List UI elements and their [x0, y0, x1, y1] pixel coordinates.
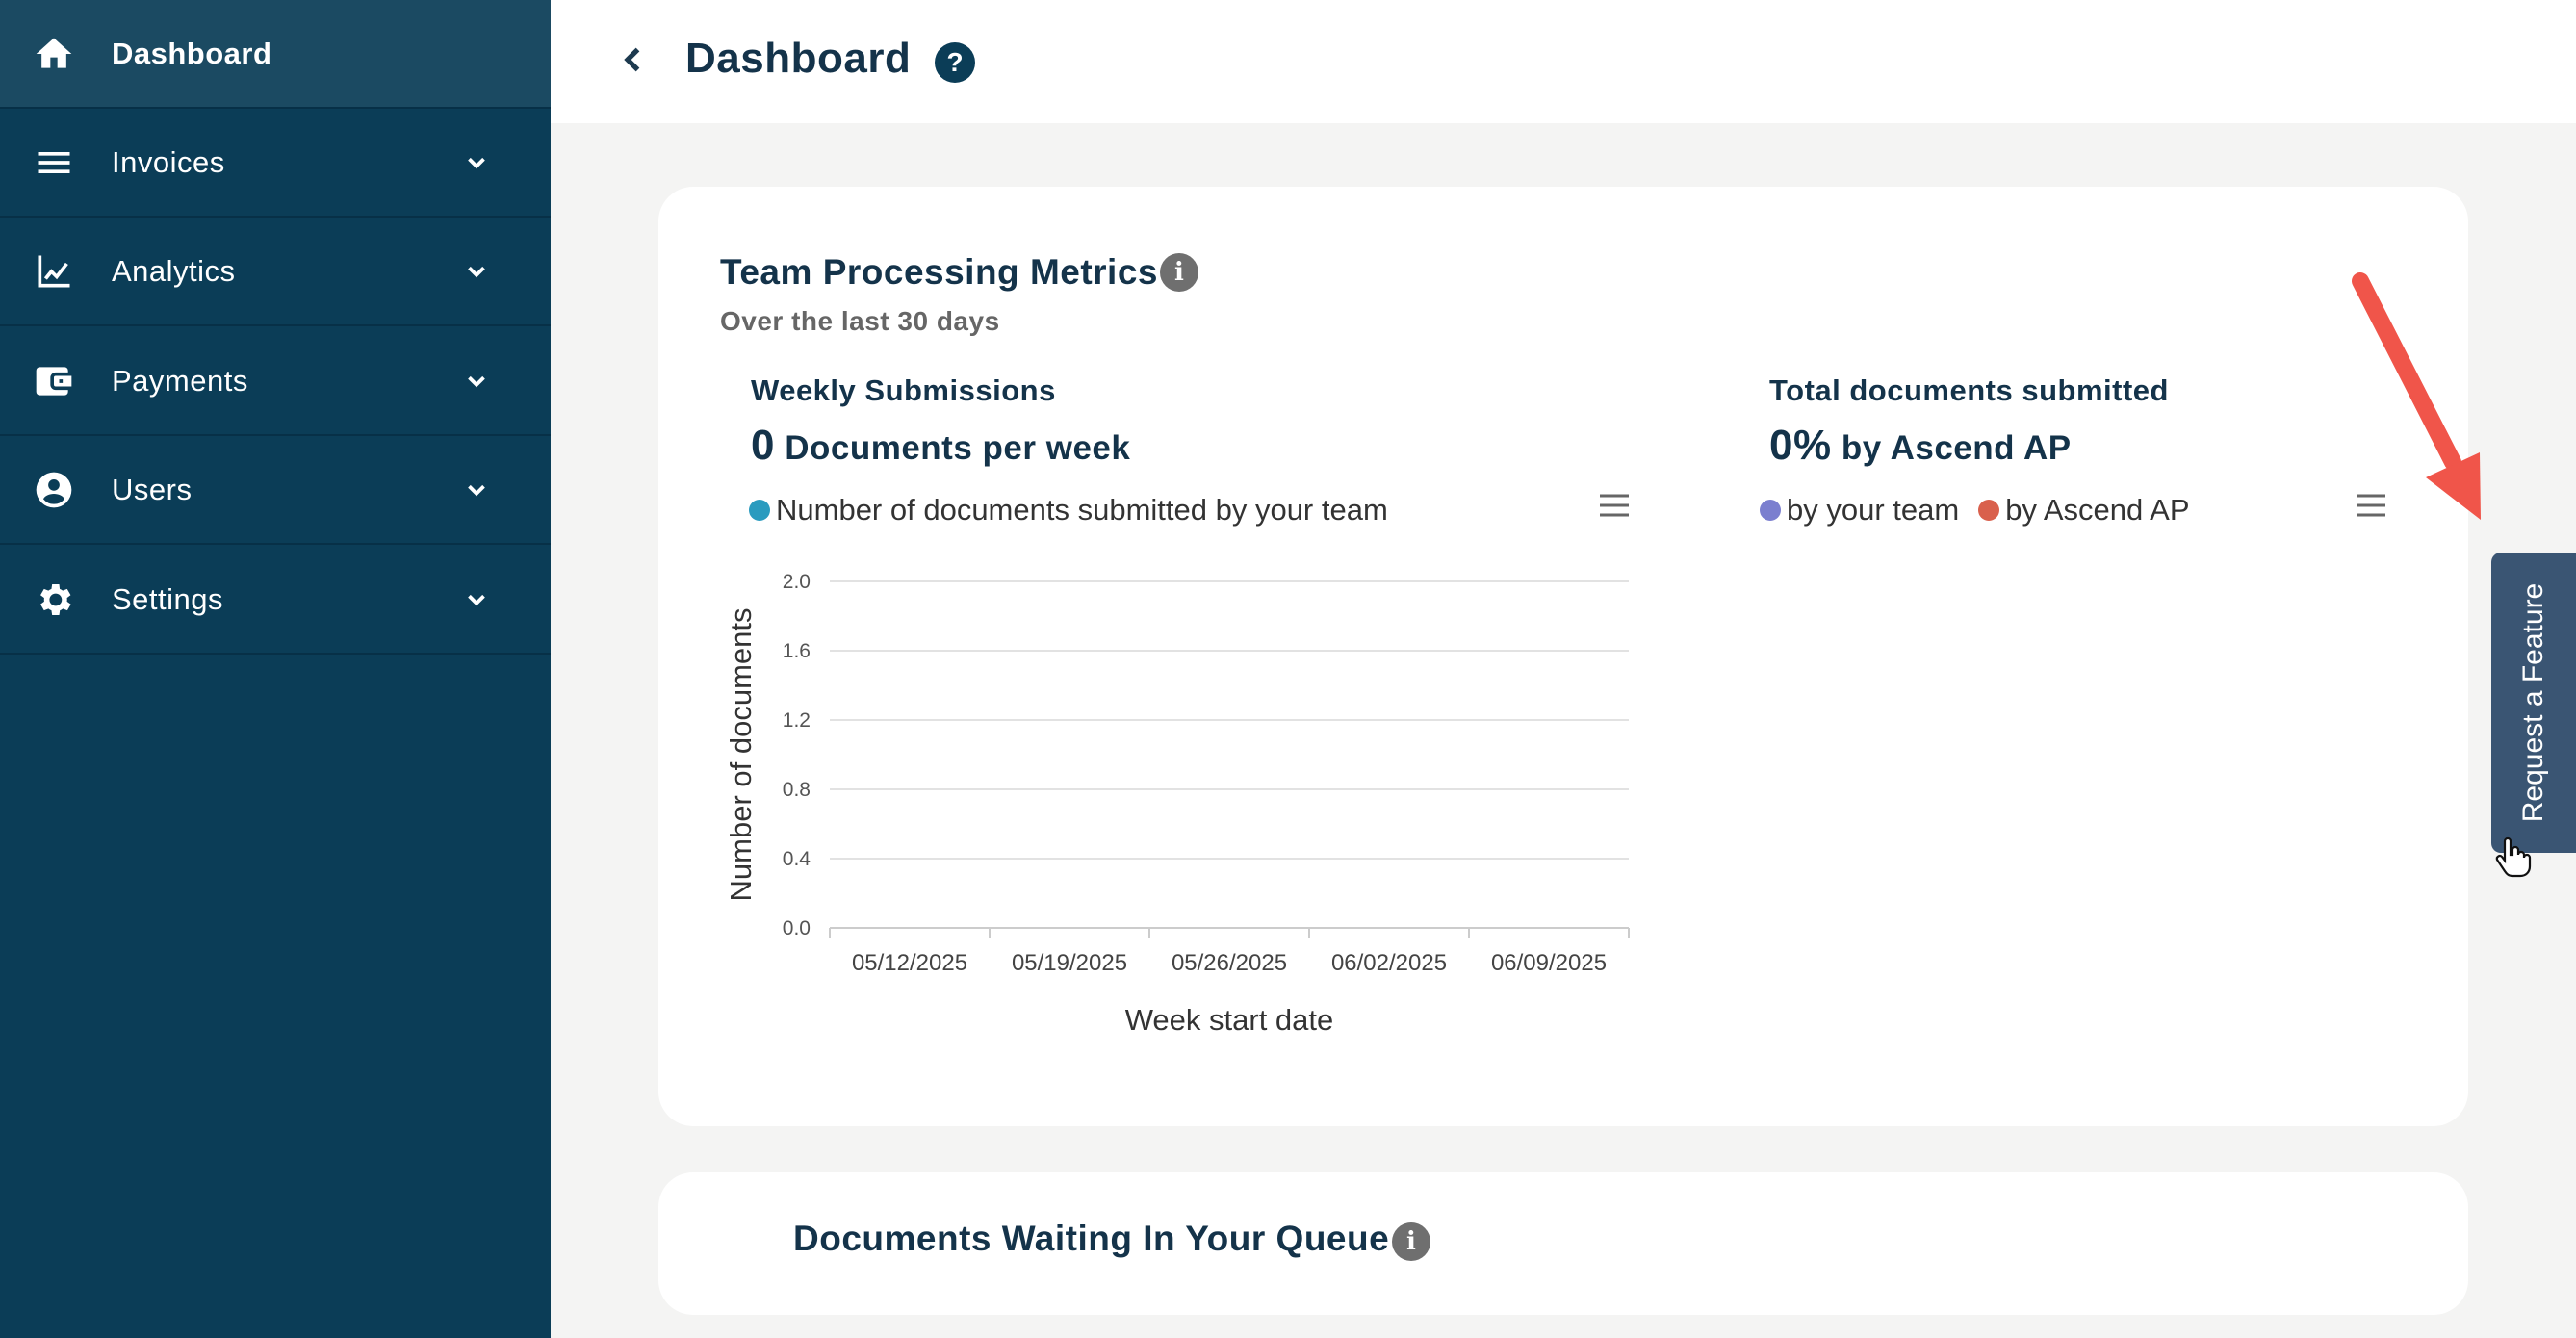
gear-icon — [33, 579, 75, 621]
sidebar-item-dashboard[interactable]: Dashboard — [0, 0, 551, 109]
y-tick-label: 1.2 — [783, 709, 811, 732]
metrics-subtitle: Over the last 30 days — [720, 306, 1000, 336]
y-tick-label: 0.0 — [783, 917, 811, 939]
x-tick-label: 05/12/2025 — [852, 950, 967, 976]
legend-dot — [1978, 500, 2000, 521]
weekly-value-label: Documents per week — [785, 429, 1131, 467]
sidebar-item-label: Dashboard — [112, 36, 272, 70]
weekly-value: 0 — [751, 422, 775, 469]
chevron-down-icon[interactable] — [462, 257, 491, 286]
total-legend: by your team by Ascend AP — [1760, 493, 2209, 527]
legend-dot — [749, 500, 770, 521]
weekly-submissions-value: 0 Documents per week — [751, 422, 1130, 470]
line-chart-icon — [33, 250, 75, 293]
total-value: 0% — [1769, 422, 1832, 469]
help-icon[interactable]: ? — [935, 42, 975, 83]
sidebar-item-payments[interactable]: Payments — [0, 327, 551, 436]
metrics-card — [658, 187, 2468, 1126]
wallet-icon — [33, 360, 75, 402]
total-documents-value: 0% by Ascend AP — [1769, 422, 2072, 470]
legend-item-team[interactable]: by your team — [1760, 493, 1959, 527]
weekly-legend[interactable]: Number of documents submitted by your te… — [749, 493, 1388, 527]
info-icon[interactable]: i — [1392, 1222, 1430, 1261]
y-tick-label: 0.8 — [783, 779, 811, 801]
legend-dot — [1760, 500, 1781, 521]
x-tick-label: 06/02/2025 — [1331, 950, 1447, 976]
user-circle-icon — [33, 469, 75, 511]
chevron-down-icon[interactable] — [462, 148, 491, 177]
sidebar-item-invoices[interactable]: Invoices — [0, 109, 551, 218]
chevron-down-icon[interactable] — [462, 585, 491, 614]
info-icon[interactable]: i — [1160, 253, 1198, 292]
sidebar-item-users[interactable]: Users — [0, 436, 551, 545]
chevron-down-icon[interactable] — [462, 476, 491, 504]
page-title: Dashboard — [685, 35, 912, 82]
request-feature-label: Request a Feature — [2517, 582, 2549, 823]
back-chevron-icon[interactable] — [616, 42, 651, 77]
request-feature-tab[interactable]: Request a Feature — [2491, 553, 2576, 853]
x-tick-label: 05/19/2025 — [1012, 950, 1127, 976]
legend-label: Number of documents submitted by your te… — [776, 493, 1388, 527]
x-axis-label: Week start date — [1125, 1003, 1334, 1037]
total-documents-title: Total documents submitted — [1769, 373, 2169, 407]
legend-item-ascend[interactable]: by Ascend AP — [1978, 493, 2190, 527]
home-icon — [33, 33, 75, 75]
metrics-title: Team Processing Metrics — [720, 252, 1158, 292]
weekly-submissions-chart: 0.0 0.4 0.8 1.2 1.6 2.0 05/12/2025 05/19/2025 05… — [724, 571, 1630, 1037]
sidebar-item-label: Settings — [112, 581, 224, 616]
y-tick-label: 0.4 — [783, 848, 811, 870]
sidebar-item-label: Users — [112, 472, 193, 506]
sidebar-item-settings[interactable]: Settings — [0, 546, 551, 655]
weekly-submissions-title: Weekly Submissions — [751, 373, 1056, 407]
queue-title: Documents Waiting In Your Queue — [793, 1219, 1390, 1258]
x-tick-label: 06/09/2025 — [1491, 950, 1607, 976]
chart-menu-icon[interactable] — [1598, 493, 1631, 518]
legend-label: by Ascend AP — [2005, 493, 2190, 527]
queue-card — [658, 1172, 2468, 1315]
sidebar-item-analytics[interactable]: Analytics — [0, 218, 551, 326]
chart-menu-icon[interactable] — [2355, 493, 2387, 518]
sidebar-item-label: Payments — [112, 363, 248, 398]
top-header — [551, 0, 2576, 123]
sidebar-item-label: Analytics — [112, 253, 236, 288]
list-icon — [33, 142, 75, 184]
sidebar: Dashboard Invoices Analytics Payments Us… — [0, 0, 551, 1338]
x-tick-label: 05/26/2025 — [1172, 950, 1287, 976]
y-tick-label: 2.0 — [783, 571, 811, 593]
chevron-down-icon[interactable] — [462, 367, 491, 396]
y-axis-label: Number of documents — [724, 608, 758, 902]
y-tick-label: 1.6 — [783, 640, 811, 662]
total-value-label: by Ascend AP — [1841, 429, 2072, 467]
sidebar-item-label: Invoices — [112, 144, 225, 179]
legend-label: by your team — [1787, 493, 1960, 527]
